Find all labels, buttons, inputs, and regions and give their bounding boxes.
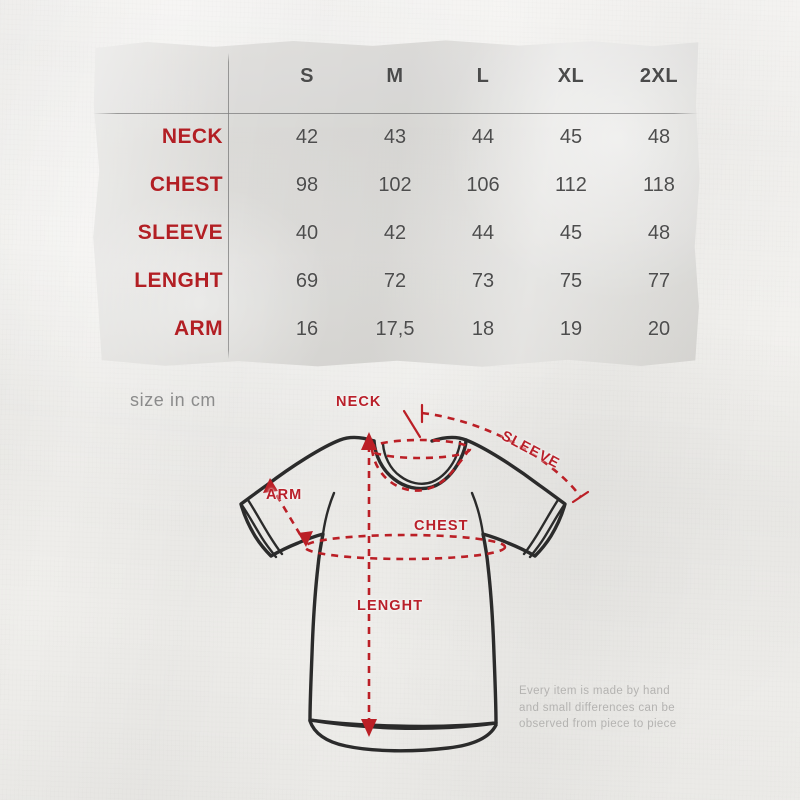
tshirt-diagram bbox=[222, 392, 622, 762]
table-header-row: S M L XL 2XL bbox=[92, 39, 703, 113]
tshirt-hem-lower bbox=[308, 719, 498, 753]
cell-sleeve-2xl: 48 bbox=[647, 221, 671, 244]
column-header-m: M bbox=[386, 64, 404, 87]
diagram-label-chest: CHEST bbox=[414, 518, 469, 534]
cell-arm-l: 18 bbox=[471, 317, 495, 340]
tshirt-hem-upper bbox=[308, 718, 498, 730]
cell-chest-l: 106 bbox=[466, 173, 500, 196]
cell-neck-s: 42 bbox=[295, 125, 319, 148]
sleeve-end-tick bbox=[571, 490, 590, 504]
row-label-sleeve: SLEEVE bbox=[137, 221, 223, 244]
tshirt-left-seam bbox=[321, 491, 336, 536]
tshirt-collar-inner bbox=[381, 440, 462, 485]
row-label-lenght: LENGHT bbox=[134, 269, 223, 292]
cell-chest-2xl: 118 bbox=[643, 173, 675, 196]
cell-chest-xl: 112 bbox=[555, 173, 587, 196]
row-gap-cell bbox=[237, 257, 263, 305]
table-row: ARM 16 17,5 18 19 20 bbox=[92, 305, 703, 353]
handmade-disclaimer: Every item is made by hand and small dif… bbox=[519, 683, 719, 733]
row-label-arm: ARM bbox=[173, 317, 223, 340]
neck-label-leader-line bbox=[402, 409, 422, 439]
cell-arm-m: 17,5 bbox=[375, 317, 415, 340]
table-row: SLEEVE 40 42 44 45 48 bbox=[92, 209, 703, 257]
cell-chest-m: 102 bbox=[378, 173, 412, 196]
tshirt-right-seam bbox=[470, 491, 485, 536]
cell-sleeve-s: 40 bbox=[295, 221, 319, 244]
cell-neck-m: 43 bbox=[383, 125, 407, 148]
cell-arm-s: 16 bbox=[295, 317, 319, 340]
cell-lenght-l: 73 bbox=[471, 269, 495, 292]
diagram-label-arm: ARM bbox=[266, 487, 303, 503]
cell-lenght-s: 69 bbox=[295, 269, 319, 292]
column-header-s: S bbox=[300, 64, 314, 87]
cell-lenght-2xl: 77 bbox=[647, 269, 671, 292]
column-header-xl: XL bbox=[557, 64, 585, 87]
row-gap-cell bbox=[237, 209, 263, 257]
table-header-rule bbox=[93, 113, 698, 114]
size-unit-note: size in cm bbox=[130, 390, 217, 410]
row-gap-cell bbox=[237, 161, 263, 209]
tshirt-right-cuff bbox=[528, 502, 567, 559]
column-header-l: L bbox=[476, 64, 490, 87]
disclaimer-line-2: and small differences can be bbox=[519, 701, 675, 714]
table-row: LENGHT 69 72 73 75 77 bbox=[92, 257, 703, 305]
table-row: CHEST 98 102 106 112 118 bbox=[92, 161, 703, 209]
cell-arm-xl: 19 bbox=[559, 317, 583, 340]
tshirt-left-cuff-inner bbox=[246, 498, 284, 556]
arm-measure-line bbox=[268, 483, 306, 542]
table-gap-cell bbox=[237, 39, 263, 113]
row-label-neck: NECK bbox=[161, 125, 223, 148]
cell-neck-l: 44 bbox=[471, 125, 495, 148]
tshirt-right-cuff-inner bbox=[522, 498, 560, 556]
tshirt-body-outline bbox=[239, 435, 567, 729]
tshirt-left-cuff bbox=[239, 502, 278, 559]
sleeve-measure-line bbox=[421, 411, 582, 497]
table-corner-cell bbox=[92, 39, 237, 113]
length-arrow-up bbox=[361, 432, 377, 450]
column-header-2xl: 2XL bbox=[639, 64, 679, 87]
length-arrow-down bbox=[361, 719, 377, 737]
cell-arm-2xl: 20 bbox=[647, 317, 671, 340]
cell-neck-2xl: 48 bbox=[647, 125, 671, 148]
cell-neck-xl: 45 bbox=[559, 125, 583, 148]
table-row: NECK 42 43 44 45 48 bbox=[92, 113, 703, 161]
tshirt-sketch-svg bbox=[239, 403, 590, 753]
cell-chest-s: 98 bbox=[295, 173, 319, 196]
disclaimer-line-3: observed from piece to piece bbox=[519, 718, 677, 730]
diagram-label-lenght: LENGHT bbox=[357, 598, 424, 614]
disclaimer-line-1: Every item is made by hand bbox=[519, 685, 670, 697]
cell-lenght-m: 72 bbox=[383, 269, 407, 292]
cell-sleeve-xl: 45 bbox=[559, 221, 583, 244]
arm-arrow-up bbox=[263, 478, 278, 493]
table-label-column-rule bbox=[228, 53, 229, 359]
cell-sleeve-m: 42 bbox=[383, 221, 407, 244]
neck-measure-arc bbox=[370, 448, 471, 492]
cell-lenght-xl: 75 bbox=[559, 269, 583, 292]
row-gap-cell bbox=[237, 305, 263, 353]
diagram-label-neck: NECK bbox=[336, 394, 382, 410]
size-table: S M L XL 2XL NECK 42 43 44 45 48 bbox=[92, 39, 703, 353]
arm-arrow-down bbox=[298, 531, 313, 547]
size-table-panel: S M L XL 2XL NECK 42 43 44 45 48 bbox=[92, 39, 702, 369]
row-gap-cell bbox=[237, 113, 263, 161]
chest-measure-ellipse bbox=[303, 533, 507, 561]
cell-sleeve-l: 44 bbox=[471, 221, 495, 244]
row-label-chest: CHEST bbox=[149, 173, 223, 196]
